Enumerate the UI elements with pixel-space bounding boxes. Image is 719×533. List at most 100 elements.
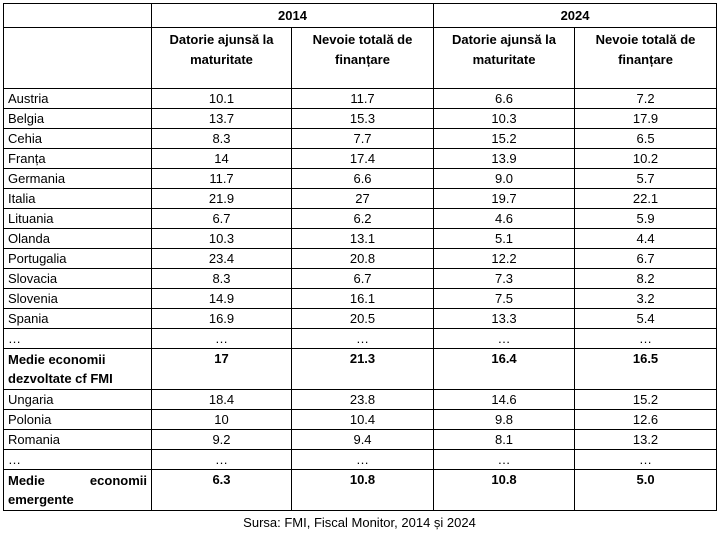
- value-cell: 8.3: [151, 268, 292, 289]
- value-cell: 6.7: [574, 248, 718, 269]
- value-cell: …: [433, 449, 576, 470]
- value-cell: 7.2: [574, 88, 718, 109]
- value-cell: 7.3: [433, 268, 576, 289]
- average-label-word: Medie: [8, 473, 45, 488]
- value-cell: 5.0: [574, 469, 718, 511]
- table-row: Belgia 13.7 15.3 10.3 17.9: [3, 108, 718, 129]
- year-header-2014: 2014: [150, 3, 435, 28]
- value-cell: 9.2: [151, 429, 292, 450]
- value-cell: …: [290, 328, 435, 349]
- value-cell: 10.8: [433, 469, 576, 511]
- row-label: Cehia: [3, 128, 152, 149]
- table-row: Franța 14 17.4 13.9 10.2: [3, 148, 718, 169]
- table-row: Lituania 6.7 6.2 4.6 5.9: [3, 208, 718, 229]
- value-cell: 13.1: [290, 228, 435, 249]
- row-label: …: [3, 328, 152, 349]
- row-label: Romania: [3, 429, 152, 450]
- table-row: Olanda 10.3 13.1 5.1 4.4: [3, 228, 718, 249]
- row-label: Slovenia: [3, 288, 152, 309]
- row-label: Lituania: [3, 208, 152, 229]
- average-label-line: Medie economii: [8, 352, 106, 367]
- row-label: Italia: [3, 188, 152, 209]
- row-label: Franța: [3, 148, 152, 169]
- value-cell: 10.3: [151, 228, 292, 249]
- value-cell: 8.1: [433, 429, 576, 450]
- source-note: Sursa: FMI, Fiscal Monitor, 2014 și 2024: [243, 515, 476, 530]
- value-cell: 16.4: [433, 348, 576, 390]
- column-header-maturing-debt-2024: Datorie ajunsă la maturitate: [433, 27, 576, 89]
- value-cell: 20.8: [290, 248, 435, 269]
- value-cell: 15.2: [433, 128, 576, 149]
- row-label: …: [3, 449, 152, 470]
- value-cell: 3.2: [574, 288, 718, 309]
- table-row: Portugalia 23.4 20.8 12.2 6.7: [3, 248, 718, 269]
- value-cell: 18.4: [151, 389, 292, 410]
- average-row-label: Medie economii emergente: [3, 469, 152, 511]
- value-cell: 21.9: [151, 188, 292, 209]
- value-cell: …: [574, 449, 718, 470]
- value-cell: 10.3: [433, 108, 576, 129]
- value-cell: 9.0: [433, 168, 576, 189]
- row-label: Austria: [3, 88, 152, 109]
- value-cell: …: [574, 328, 718, 349]
- value-cell: …: [151, 449, 292, 470]
- row-label: Portugalia: [3, 248, 152, 269]
- value-cell: 27: [290, 188, 435, 209]
- table-row: Slovacia 8.3 6.7 7.3 8.2: [3, 268, 718, 289]
- value-cell: 13.2: [574, 429, 718, 450]
- column-header-financing-need-2024: Nevoie totală de finanțare: [574, 27, 718, 89]
- column-header-maturing-debt-2014: Datorie ajunsă la maturitate: [151, 27, 292, 89]
- row-label: Polonia: [3, 409, 152, 430]
- corner-cell: [3, 3, 152, 28]
- value-cell: 5.4: [574, 308, 718, 329]
- value-cell: 8.3: [151, 128, 292, 149]
- value-cell: 6.5: [574, 128, 718, 149]
- value-cell: 17.9: [574, 108, 718, 129]
- value-cell: 4.4: [574, 228, 718, 249]
- value-cell: 13.9: [433, 148, 576, 169]
- value-cell: 5.1: [433, 228, 576, 249]
- table-row: Ungaria 18.4 23.8 14.6 15.2: [3, 389, 718, 410]
- value-cell: 9.8: [433, 409, 576, 430]
- value-cell: 6.2: [290, 208, 435, 229]
- value-cell: 5.7: [574, 168, 718, 189]
- value-cell: 11.7: [151, 168, 292, 189]
- average-label-word: economii: [89, 473, 147, 488]
- table-row: Romania 9.2 9.4 8.1 13.2: [3, 429, 718, 450]
- table-row: Polonia 10 10.4 9.8 12.6: [3, 409, 718, 430]
- value-cell: 16.9: [151, 308, 292, 329]
- row-label: Germania: [3, 168, 152, 189]
- row-label: Olanda: [3, 228, 152, 249]
- value-cell: 23.4: [151, 248, 292, 269]
- value-cell: 14: [151, 148, 292, 169]
- value-cell: …: [290, 449, 435, 470]
- value-cell: 10.4: [290, 409, 435, 430]
- average-row: Medie economii emergente 6.3 10.8 10.8 5.0: [3, 469, 718, 511]
- value-cell: 14.9: [151, 288, 292, 309]
- value-cell: 4.6: [433, 208, 576, 229]
- table-row: ……………: [3, 328, 718, 349]
- value-cell: 6.6: [433, 88, 576, 109]
- value-cell: 15.3: [290, 108, 435, 129]
- year-header-row: 2014 2024: [3, 3, 718, 28]
- value-cell: 6.3: [151, 469, 292, 511]
- value-cell: 10.2: [574, 148, 718, 169]
- value-cell: 23.8: [290, 389, 435, 410]
- value-cell: 13.3: [433, 308, 576, 329]
- value-cell: 12.2: [433, 248, 576, 269]
- value-cell: 15.2: [574, 389, 718, 410]
- value-cell: …: [151, 328, 292, 349]
- value-cell: 16.5: [574, 348, 718, 390]
- value-cell: 19.7: [433, 188, 576, 209]
- value-cell: 20.5: [290, 308, 435, 329]
- row-label: Ungaria: [3, 389, 152, 410]
- value-cell: 21.3: [290, 348, 435, 390]
- average-row-label: Medie economii dezvoltate cf FMI: [3, 348, 152, 390]
- value-cell: 9.4: [290, 429, 435, 450]
- average-label-line: emergente: [8, 492, 74, 507]
- value-cell: 5.9: [574, 208, 718, 229]
- table-row: Italia 21.9 27 19.7 22.1: [3, 188, 718, 209]
- label-header-cell: [3, 27, 152, 89]
- row-label: Slovacia: [3, 268, 152, 289]
- row-label: Belgia: [3, 108, 152, 129]
